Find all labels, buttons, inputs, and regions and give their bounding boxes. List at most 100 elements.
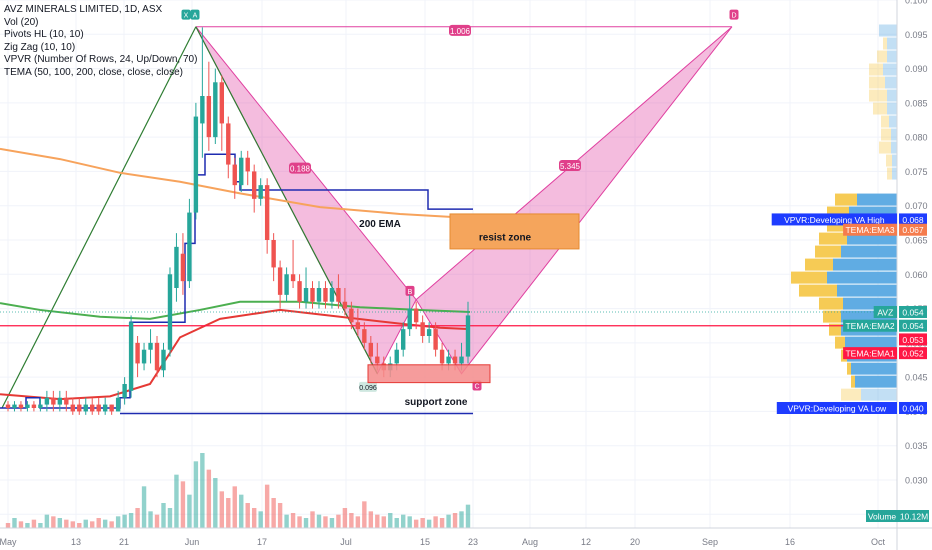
pattern-point-box <box>190 9 200 20</box>
pattern-ratio-label: 0.188 <box>290 165 311 174</box>
volume-bar <box>154 514 160 528</box>
pivot-label: 0.096 <box>359 385 377 392</box>
pattern-point-label: D <box>731 13 736 20</box>
candle-body <box>154 342 160 371</box>
vp-up-bar <box>891 141 897 154</box>
symbol-title[interactable]: AVZ MINERALS LIMITED, 1D, ASX <box>4 4 163 15</box>
volume-bar <box>355 516 361 528</box>
price-label-name: AVZ <box>877 308 893 318</box>
volume-bar <box>303 518 309 528</box>
candle-body <box>277 267 283 295</box>
volume-bar <box>329 518 335 528</box>
volume-bar <box>362 501 367 528</box>
price-label-value-box <box>899 223 927 236</box>
ema-red-line <box>0 308 471 401</box>
candle-body <box>18 404 24 408</box>
zigzag-line-up <box>1 26 197 409</box>
chart-grid <box>0 0 897 528</box>
volume-bar <box>219 491 225 528</box>
x-tick-label: 16 <box>785 537 795 547</box>
volume-bar <box>232 486 237 528</box>
volume-bar <box>433 516 438 528</box>
volume-bar <box>465 504 471 528</box>
volume-bar <box>420 518 425 528</box>
volume-bar <box>77 523 82 528</box>
candle-body <box>329 288 335 302</box>
time-axis[interactable]: May 13 21 Jun 17 Jul 15 23 Aug 12 20 Sep 16 Oct <box>0 527 932 547</box>
indicator-tema[interactable]: TEMA (50, 100, 200, close, close, close) <box>4 66 183 78</box>
volume-bar <box>388 513 393 528</box>
pattern-point-box <box>729 9 739 20</box>
volume-bar <box>90 521 95 528</box>
candle-body <box>446 356 451 364</box>
candle-body <box>167 274 173 350</box>
candle-body <box>115 397 121 412</box>
price-label-tag <box>771 213 897 226</box>
candle-body <box>51 397 56 405</box>
candle-body <box>375 356 380 364</box>
price-axis[interactable]: 0.0250.0300.0350.0400.0450.0500.0550.060… <box>896 0 928 550</box>
candle-body <box>90 404 95 412</box>
volume-bar <box>206 469 212 528</box>
candle-body <box>148 342 153 350</box>
price-label-tag <box>776 402 897 414</box>
volume-bar <box>407 516 412 528</box>
candle-body <box>401 329 406 350</box>
vp-down-bar <box>879 141 891 154</box>
candle-body <box>362 329 367 343</box>
pattern-ratio-box <box>559 159 581 171</box>
y-tick-label: 0.030 <box>905 476 928 486</box>
candlestick-series <box>5 27 471 415</box>
pattern-ratio-label: 5.345 <box>560 162 581 171</box>
x-tick-label: 17 <box>257 537 267 547</box>
candle-body <box>290 274 296 282</box>
volume-bar <box>413 519 419 528</box>
candle-body <box>459 356 464 364</box>
pattern-ratio-label: 1.006 <box>450 27 471 36</box>
volume-bar <box>459 511 464 528</box>
x-tick-label: 20 <box>630 537 640 547</box>
x-tick-label: May <box>0 537 17 547</box>
volume-bar <box>284 514 289 528</box>
pattern-point-box <box>405 285 415 296</box>
vp-down-bar <box>841 388 861 401</box>
vp-down-bar <box>829 323 841 336</box>
vp-up-bar <box>841 245 897 258</box>
volume-bar <box>310 511 315 528</box>
indicator-pivots[interactable]: Pivots HL (10, 10) <box>4 29 84 40</box>
volume-tag-label: Volume <box>868 512 897 522</box>
indicator-vpvr[interactable]: VPVR (Number Of Rows, 24, Up/Down, 70) <box>4 54 198 65</box>
vp-down-bar <box>869 63 883 76</box>
volume-bar <box>18 521 24 528</box>
vp-down-bar <box>799 284 837 297</box>
y-tick-label: 0.075 <box>905 167 928 177</box>
indicator-zigzag[interactable]: Zig Zag (10, 10) <box>4 41 76 53</box>
price-label-tag <box>843 223 897 236</box>
indicator-vol[interactable]: Vol (20) <box>4 16 39 28</box>
candle-body <box>465 315 471 357</box>
vp-up-bar <box>861 388 897 401</box>
volume-bar <box>226 498 231 528</box>
ema-green-line <box>0 300 471 320</box>
volume-bar <box>368 511 374 528</box>
vp-down-bar <box>881 128 891 141</box>
price-label-value-box <box>899 333 927 346</box>
price-label-name: VPVR:Developing VA High <box>784 215 885 225</box>
vp-down-bar <box>851 375 855 388</box>
volume-bar <box>446 514 451 528</box>
candle-body <box>245 157 250 172</box>
volume-bar <box>251 508 257 528</box>
volume-bar <box>135 508 140 528</box>
pattern-ratio-box <box>449 24 471 36</box>
volume-bar <box>213 478 218 528</box>
candle-body <box>57 397 63 405</box>
price-label-name: VPVR:Developing VA Low <box>788 404 887 414</box>
price-label-name: TEMA:EMA1 <box>845 349 894 359</box>
vp-down-bar <box>883 37 887 50</box>
price-label-value-box <box>899 306 927 318</box>
candle-body <box>161 349 166 371</box>
candle-body <box>109 404 114 412</box>
y-tick-label: 0.065 <box>905 236 928 246</box>
vp-up-bar <box>892 167 897 180</box>
